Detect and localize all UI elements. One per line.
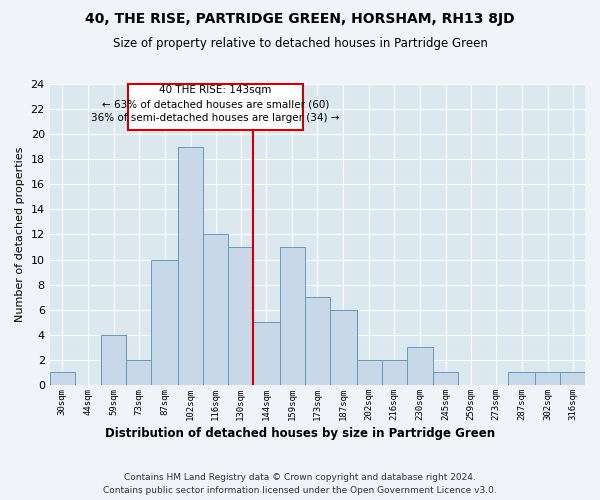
Bar (433, 372, 458, 385)
Text: 40, THE RISE, PARTRIDGE GREEN, HORSHAM, RH13 8JD: 40, THE RISE, PARTRIDGE GREEN, HORSHAM, … (85, 12, 515, 26)
Bar (382, 360, 407, 385)
Text: 36% of semi-detached houses are larger (34) →: 36% of semi-detached houses are larger (… (91, 114, 340, 124)
Bar (127, 360, 151, 385)
Bar (253, 322, 280, 385)
Text: Contains HM Land Registry data © Crown copyright and database right 2024.: Contains HM Land Registry data © Crown c… (124, 472, 476, 482)
Bar (228, 247, 253, 385)
Bar (356, 360, 382, 385)
Bar (535, 372, 560, 385)
Bar (508, 372, 535, 385)
Bar (305, 297, 330, 385)
Bar (50, 372, 74, 385)
Bar (178, 146, 203, 385)
Bar (203, 234, 228, 385)
Y-axis label: Number of detached properties: Number of detached properties (15, 147, 25, 322)
Bar (151, 260, 178, 385)
Text: Distribution of detached houses by size in Partridge Green: Distribution of detached houses by size … (105, 428, 495, 440)
Text: ← 63% of detached houses are smaller (60): ← 63% of detached houses are smaller (60… (102, 100, 329, 110)
Text: Contains public sector information licensed under the Open Government Licence v3: Contains public sector information licen… (103, 486, 497, 495)
Bar (280, 247, 305, 385)
Text: Size of property relative to detached houses in Partridge Green: Size of property relative to detached ho… (113, 38, 487, 51)
Bar (560, 372, 585, 385)
Bar (101, 335, 127, 385)
Bar (407, 348, 433, 385)
FancyBboxPatch shape (128, 84, 303, 130)
Bar (330, 310, 356, 385)
Text: 40 THE RISE: 143sqm: 40 THE RISE: 143sqm (160, 86, 272, 96)
